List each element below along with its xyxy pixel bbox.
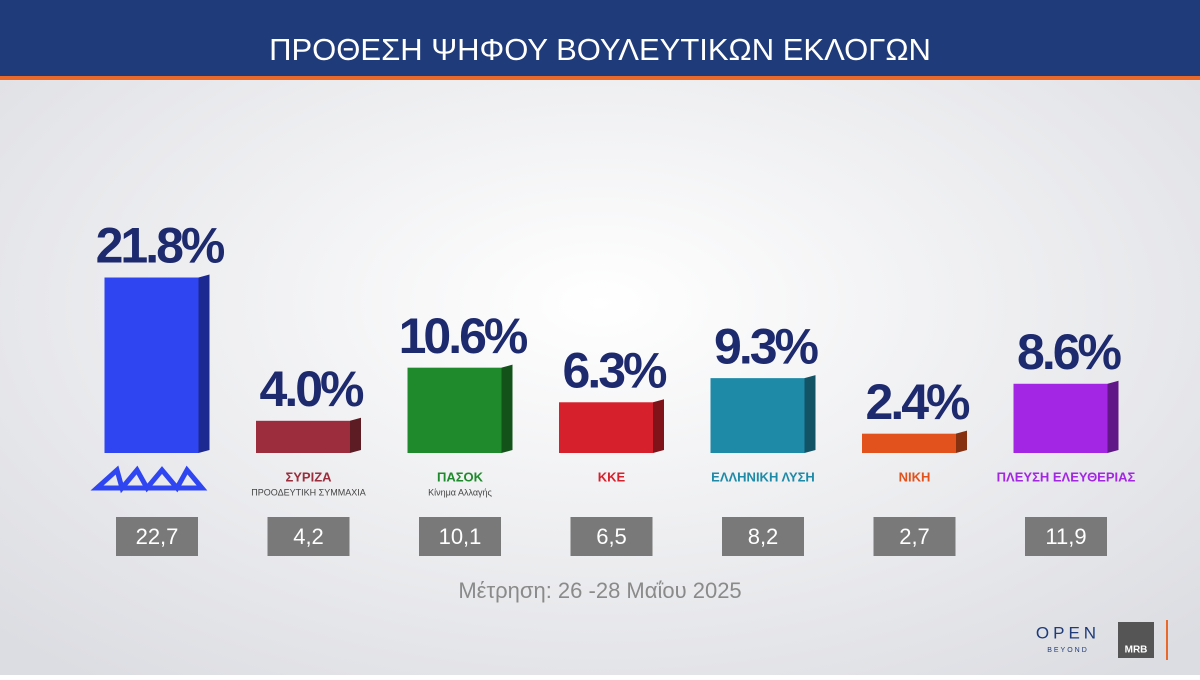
previous-label: 8,2 <box>748 524 779 549</box>
bar-side <box>198 274 210 453</box>
previous-box <box>873 517 956 556</box>
category-label: ΠΛΕΥΣΗ ΕΛΕΥΘΕΡΙΑΣ <box>997 469 1136 484</box>
previous-box <box>1025 517 1107 556</box>
note: Μέτρηση: 26 -28 Μαΐου 2025 <box>458 578 741 603</box>
value-label: 8.6% <box>1017 324 1122 380</box>
bar <box>1013 383 1108 453</box>
previous-label: 11,9 <box>1045 524 1086 549</box>
pollster: MRB <box>1125 645 1148 656</box>
bar-side <box>804 375 816 453</box>
bar <box>407 367 502 453</box>
bar <box>256 420 350 453</box>
header-rule <box>0 76 1200 80</box>
previous-box <box>419 517 501 556</box>
previous-label: 4,2 <box>293 524 324 549</box>
bar-side <box>350 417 361 453</box>
value-label: 10.6% <box>399 308 528 364</box>
value-label: 9.3% <box>714 318 819 374</box>
bar-side <box>1107 380 1119 453</box>
category-label: ΝΙΚΗ <box>899 469 931 484</box>
header-band <box>0 0 1200 76</box>
previous-box <box>570 517 653 556</box>
previous-box <box>267 517 350 556</box>
previous-label: 2,7 <box>899 524 930 549</box>
category-label: ΚΚΕ <box>598 469 626 484</box>
brand-rule <box>1166 620 1168 660</box>
value-label: 2.4% <box>866 374 971 430</box>
previous-label: 10,1 <box>439 524 482 549</box>
bar <box>710 378 805 453</box>
previous-label: 6,5 <box>596 524 627 549</box>
value-label: 21.8% <box>96 218 225 274</box>
previous-label: 22,7 <box>136 524 179 549</box>
bar-side <box>956 430 967 453</box>
previous-box <box>722 517 804 556</box>
category-label: ΠΑΣΟΚ <box>437 469 484 484</box>
chart-title: ΠΡΟΘΕΣΗ ΨΗΦΟΥ ΒΟΥΛΕΥΤΙΚΩΝ ΕΚΛΟΓΩΝ <box>269 32 931 67</box>
brand-sub: BEYOND <box>1047 647 1089 654</box>
bar <box>559 402 653 453</box>
category-subtitle: Κίνημα Αλλαγής <box>428 487 492 497</box>
bar <box>862 433 956 453</box>
previous-box <box>116 517 198 556</box>
value-label: 4.0% <box>260 361 365 417</box>
category-subtitle: ΠΡΟΟΔΕΥΤΙΚΗ ΣΥΜΜΑΧΙΑ <box>251 487 365 497</box>
bar-side <box>653 399 664 453</box>
pollster-logo <box>1118 622 1154 658</box>
bar <box>104 277 199 453</box>
brand: OPEN <box>1036 623 1100 642</box>
bar-side <box>501 364 513 453</box>
category-logo <box>90 465 208 494</box>
category-label: ΣΥΡΙΖΑ <box>285 469 332 484</box>
category-label: ΕΛΛΗΝΙΚΗ ΛΥΣΗ <box>711 469 815 484</box>
value-label: 6.3% <box>563 342 668 398</box>
